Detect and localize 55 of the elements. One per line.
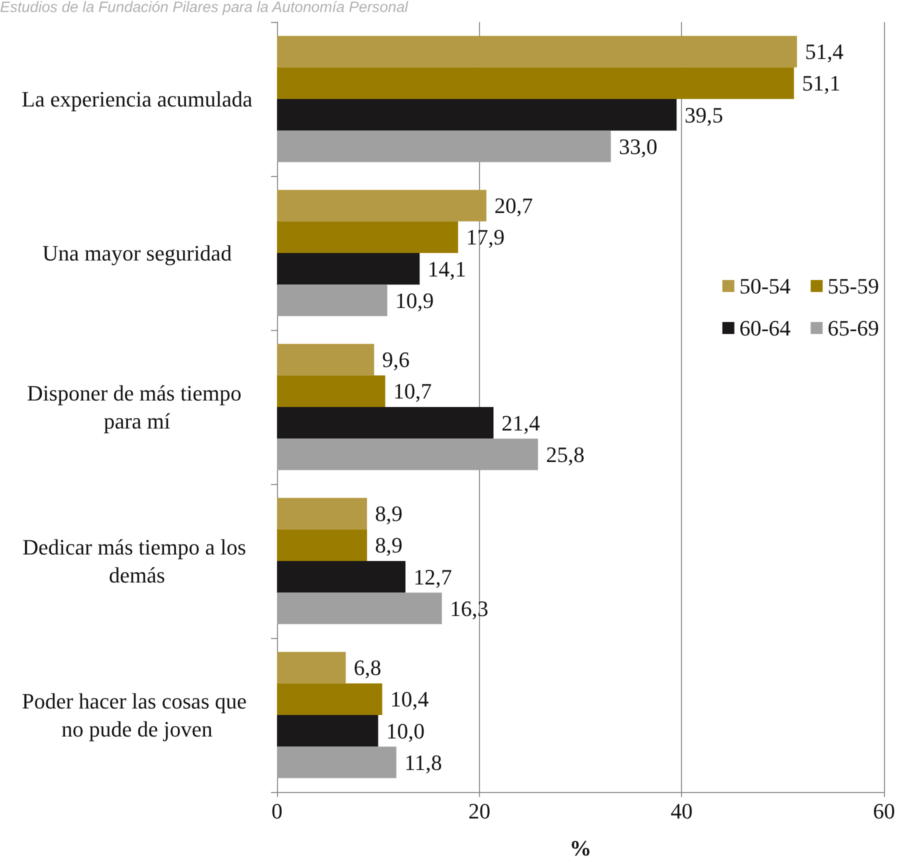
y-tick-label: La experiencia acumulada <box>22 86 253 112</box>
bar <box>277 221 458 253</box>
data-label: 33,0 <box>618 134 658 159</box>
legend-label: 65-69 <box>828 316 879 340</box>
data-label: 10,7 <box>393 378 432 404</box>
data-label: 17,9 <box>466 224 505 250</box>
bar <box>277 407 494 439</box>
y-tick-label: Poder hacer las cosas que no pude de joven <box>22 688 252 742</box>
bar <box>277 253 420 285</box>
data-label: 10,9 <box>395 288 434 313</box>
bar <box>277 375 386 407</box>
bar <box>277 190 486 222</box>
bar <box>277 561 406 593</box>
data-label: 9,6 <box>382 347 410 372</box>
data-label: 25,8 <box>546 442 585 467</box>
bar <box>277 99 677 131</box>
legend-label: 60-64 <box>739 316 791 340</box>
bar <box>277 67 794 99</box>
x-tick-label: 0 <box>272 798 282 824</box>
legend-label: 55-59 <box>828 274 879 298</box>
data-label: 51,4 <box>804 39 844 64</box>
data-label: 21,4 <box>501 410 540 436</box>
bar <box>277 498 368 530</box>
x-axis-title: % <box>570 836 592 860</box>
x-tick-label: 40 <box>670 798 693 824</box>
bar <box>277 683 382 715</box>
bar <box>277 746 396 778</box>
bar <box>277 592 442 624</box>
bar <box>277 344 374 376</box>
data-label: 8,9 <box>375 501 403 526</box>
y-tick-label: Una mayor seguridad <box>42 240 232 266</box>
data-label: 14,1 <box>428 256 466 282</box>
bar <box>277 130 611 162</box>
data-label: 6,8 <box>354 655 382 680</box>
data-label: 20,7 <box>494 193 533 218</box>
data-label: 12,7 <box>413 564 452 590</box>
bar <box>277 652 346 684</box>
bar <box>277 529 368 561</box>
text: Estudios de la Fundación Pilares para la Autonomía Personal <box>0 0 409 16</box>
bar <box>277 36 797 68</box>
bar <box>277 438 538 470</box>
data-label: 10,4 <box>390 686 429 712</box>
data-label: 8,9 <box>375 532 403 558</box>
data-label: 39,5 <box>684 102 724 128</box>
bar <box>277 715 378 747</box>
data-label: 16,3 <box>450 596 488 621</box>
x-tick-label: 60 <box>873 798 895 824</box>
data-label: 10,0 <box>386 718 425 744</box>
x-tick-label: 20 <box>468 798 490 824</box>
data-label: 11,8 <box>404 750 442 775</box>
data-label: 51,1 <box>802 70 840 96</box>
legend-label: 50-54 <box>739 274 791 298</box>
y-tick-label: Dedicar más tiempo a los demás <box>22 534 252 588</box>
bar <box>277 284 388 316</box>
y-tick-label: Disponer de más tiempo para mí <box>27 380 247 434</box>
